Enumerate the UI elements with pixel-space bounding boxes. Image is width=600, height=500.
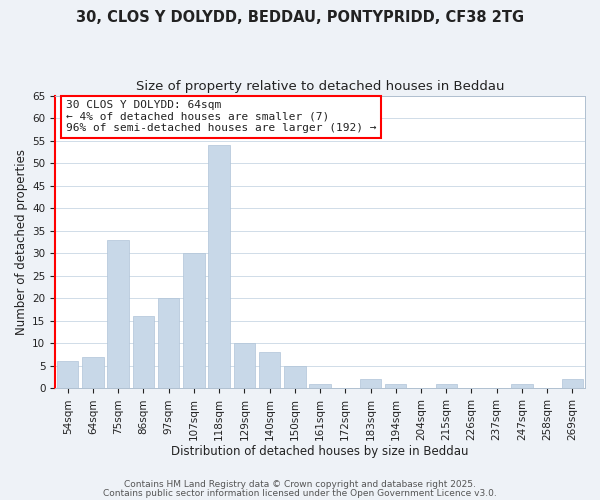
Text: Contains HM Land Registry data © Crown copyright and database right 2025.: Contains HM Land Registry data © Crown c… <box>124 480 476 489</box>
Y-axis label: Number of detached properties: Number of detached properties <box>15 149 28 335</box>
Bar <box>360 380 381 388</box>
Bar <box>310 384 331 388</box>
Bar <box>107 240 129 388</box>
Bar <box>158 298 179 388</box>
Bar <box>259 352 280 388</box>
Bar <box>562 380 583 388</box>
Bar <box>133 316 154 388</box>
Bar <box>511 384 533 388</box>
Text: 30, CLOS Y DOLYDD, BEDDAU, PONTYPRIDD, CF38 2TG: 30, CLOS Y DOLYDD, BEDDAU, PONTYPRIDD, C… <box>76 10 524 25</box>
Bar <box>385 384 406 388</box>
Bar <box>57 362 79 388</box>
Text: Contains public sector information licensed under the Open Government Licence v3: Contains public sector information licen… <box>103 488 497 498</box>
Bar <box>233 344 255 388</box>
Bar <box>208 145 230 388</box>
Title: Size of property relative to detached houses in Beddau: Size of property relative to detached ho… <box>136 80 505 93</box>
Bar <box>82 357 104 388</box>
X-axis label: Distribution of detached houses by size in Beddau: Distribution of detached houses by size … <box>172 444 469 458</box>
Text: 30 CLOS Y DOLYDD: 64sqm
← 4% of detached houses are smaller (7)
96% of semi-deta: 30 CLOS Y DOLYDD: 64sqm ← 4% of detached… <box>66 100 376 133</box>
Bar <box>436 384 457 388</box>
Bar <box>284 366 305 388</box>
Bar <box>183 254 205 388</box>
